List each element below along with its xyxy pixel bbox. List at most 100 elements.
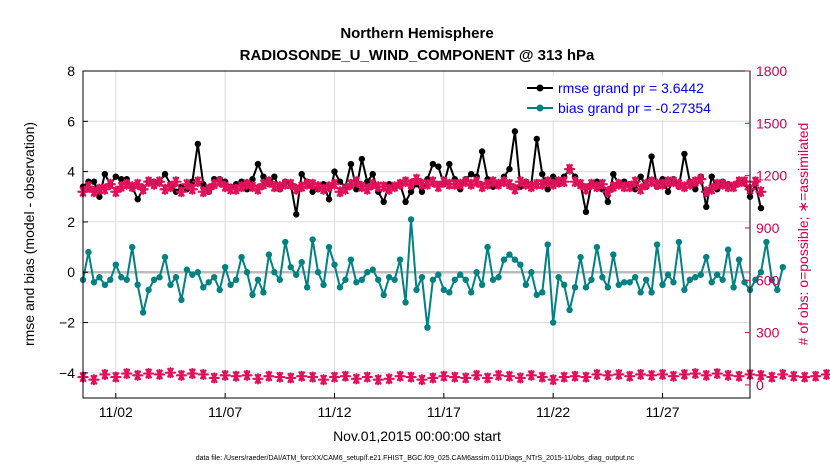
data-point-star [328, 371, 341, 383]
data-point-star [339, 370, 352, 382]
data-point [314, 269, 322, 276]
data-point-star [410, 173, 423, 185]
data-point [435, 163, 442, 170]
y2-tick-label: 300 [756, 325, 780, 341]
data-point-star [525, 369, 537, 381]
y2-tick-label: 1800 [756, 63, 787, 79]
data-point [336, 284, 344, 291]
data-point [610, 170, 617, 178]
y-axis-left: −4 −2 0 2 4 6 8 [59, 63, 88, 381]
data-point [424, 324, 431, 331]
data-point [681, 150, 688, 158]
data-point [254, 160, 262, 168]
y-tick-label: 0 [67, 264, 75, 280]
data-point [511, 128, 519, 135]
data-point-star [711, 367, 723, 380]
data-point-star [88, 374, 100, 386]
data-point [194, 140, 202, 148]
data-point [418, 188, 426, 195]
data-point [457, 271, 464, 278]
data-point [380, 291, 387, 299]
data-point [446, 160, 453, 168]
data-point-star [339, 183, 352, 195]
data-point-star [471, 176, 483, 188]
data-point [599, 274, 606, 281]
data-point-star [460, 372, 472, 384]
data-point-star [777, 368, 789, 381]
y2-tick-label: 600 [756, 272, 780, 288]
data-point-star [558, 176, 570, 188]
data-point-star [563, 163, 576, 175]
data-point-star [503, 370, 516, 382]
data-point-star [132, 178, 144, 190]
data-point-star [110, 371, 122, 383]
data-point-star [749, 176, 762, 188]
data-point [156, 274, 163, 281]
data-point-star [536, 371, 548, 383]
data-point-star [591, 368, 603, 381]
data-point [484, 243, 491, 251]
data-point [407, 216, 415, 223]
data-point-star [405, 371, 417, 383]
data-point [293, 211, 300, 218]
data-point [451, 276, 458, 283]
data-point [429, 160, 437, 168]
data-point-star [580, 183, 592, 195]
data-point [582, 208, 590, 216]
data-point-star [580, 371, 592, 383]
x-tick-label: 11/17 [427, 404, 461, 420]
data-point [101, 170, 109, 178]
data-point-star [492, 369, 505, 381]
data-point [353, 279, 360, 286]
data-point [642, 276, 650, 283]
data-point [85, 248, 92, 256]
data-point-star [629, 176, 641, 188]
data-point-star [170, 176, 182, 188]
data-point-star [438, 370, 450, 382]
data-point [621, 279, 628, 286]
data-point-star [132, 369, 144, 381]
data-point [418, 274, 426, 281]
data-point [90, 279, 98, 286]
data-point [347, 256, 355, 263]
data-point [385, 274, 393, 281]
data-point-star [285, 372, 297, 384]
data-point [659, 281, 666, 289]
data-point [150, 276, 158, 283]
series-layer [77, 128, 830, 386]
data-point-star [695, 173, 707, 185]
data-point [675, 238, 683, 246]
x-axis: 11/02 11/07 11/12 11/17 11/22 11/27 [99, 393, 680, 420]
data-point [582, 284, 590, 291]
y-axis-label: rmse and bias (model - observation) [21, 122, 37, 346]
y-tick-label: 2 [67, 214, 75, 230]
data-point [593, 243, 601, 251]
data-point [391, 276, 398, 283]
data-point [303, 284, 311, 291]
data-point [467, 289, 475, 296]
data-point [331, 261, 338, 268]
data-point-star [766, 371, 778, 383]
data-point [653, 241, 661, 248]
data-point [610, 251, 617, 258]
data-point [364, 269, 371, 276]
data-file-footnote: data file: /Users/raeder/DAI/ATM_forcXX/… [196, 455, 635, 462]
data-point [664, 188, 672, 195]
data-point [489, 276, 497, 283]
data-point [172, 274, 180, 281]
data-point-star [121, 367, 133, 380]
data-point [730, 284, 737, 291]
data-point [118, 175, 125, 183]
data-point-star [569, 370, 581, 382]
data-point-star [645, 369, 658, 381]
data-point-star [635, 183, 647, 195]
data-point-star [285, 178, 297, 190]
data-point-star [706, 183, 718, 195]
data-point [96, 274, 103, 281]
data-point-star [372, 374, 384, 386]
data-point-star [252, 183, 264, 195]
data-point [380, 198, 387, 205]
data-point [358, 155, 366, 163]
data-point-star [514, 372, 526, 384]
